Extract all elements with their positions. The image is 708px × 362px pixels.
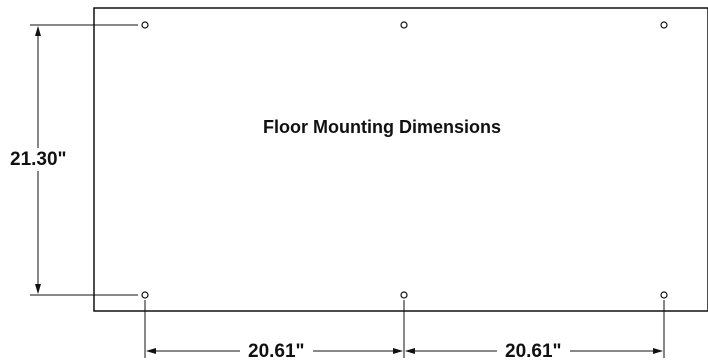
mounting-hole-bottom-center [400, 291, 408, 299]
horizontal-dimension-label-left: 20.61" [240, 342, 313, 361]
horizontal-arrow-1-left [146, 348, 156, 354]
mounting-holes [141, 21, 668, 299]
vertical-arrow-up [35, 26, 41, 36]
horizontal-dimension-lines [144, 300, 665, 358]
mounting-hole-top-left [141, 21, 149, 29]
horizontal-dimension-label-right: 20.61" [497, 342, 570, 361]
mounting-hole-top-center [400, 21, 408, 29]
horizontal-arrow-2-left [405, 348, 415, 354]
mounting-hole-bottom-right [660, 291, 668, 299]
horizontal-arrow-1-right [393, 348, 403, 354]
vertical-dimension-label: 21.30" [8, 148, 69, 171]
mounting-hole-top-right [660, 21, 668, 29]
vertical-arrow-down [35, 284, 41, 294]
base-plate-outline [93, 7, 708, 312]
diagram-title: Floor Mounting Dimensions [263, 117, 501, 137]
horizontal-arrow-2-right [653, 348, 663, 354]
mounting-hole-bottom-left [141, 291, 149, 299]
